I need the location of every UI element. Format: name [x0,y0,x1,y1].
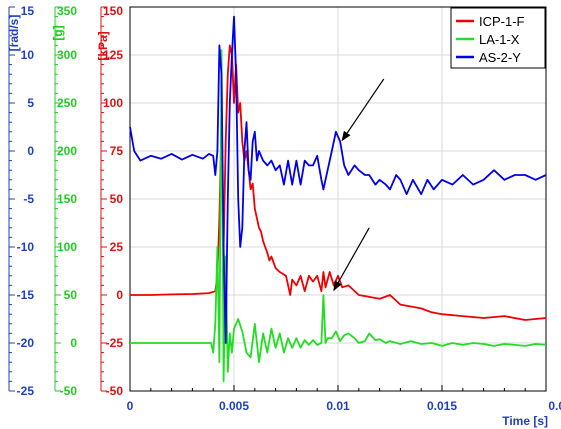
y-tick-label-g: 0 [70,336,77,350]
y-tick-label-g: 100 [57,240,77,254]
y-tick-label-kpa: 50 [110,192,124,206]
x-axis-label: Time [s] [502,414,548,428]
y-tick-label-kpa: -25 [106,336,124,350]
y-tick-label-rad: -20 [17,336,35,350]
series-line-icp-1-f [130,44,547,321]
x-tick-label: 0.005 [219,399,249,413]
annotation-arrow [333,227,370,292]
legend: ICP-1-F LA-1-X AS-2-Y [450,7,546,69]
y-tick-label-rad: -25 [17,384,35,398]
y-tick-label-g: 200 [57,144,77,158]
y-tick-label-kpa: 25 [110,240,124,254]
legend-label-icp-1-f: ICP-1-F [479,14,525,29]
y-tick-label-kpa: 75 [110,144,124,158]
y-tick-label-g: 250 [57,96,77,110]
x-tick-label: 0.01 [326,399,350,413]
axes: -25-20-15-10-5051015[rad/s]-500501001502… [7,4,561,428]
y-tick-label-kpa: -50 [106,384,124,398]
series-line-as-2-y [129,15,547,344]
y-tick-label-g: 300 [57,48,77,62]
y-tick-label-kpa: 0 [116,288,123,302]
y-axis-label-kpa: [kPa] [96,31,110,60]
x-tick-label: 0 [127,399,134,413]
y-axis-label-g: [g] [51,25,65,40]
y-tick-label-kpa: 125 [103,48,123,62]
y-tick-label-g: 150 [57,192,77,206]
y-tick-label-rad: 0 [27,144,34,158]
annotations [333,78,385,292]
series-layer [129,15,547,383]
y-tick-label-rad: -15 [17,288,35,302]
y-axis-label-rad: [rad/s] [7,15,21,52]
x-tick-label: 0.015 [427,399,457,413]
y-tick-label-rad: -10 [17,240,35,254]
legend-label-la-1-x: LA-1-X [479,32,520,47]
x-tick-label: 0.02 [548,399,561,413]
y-tick-label-g: 350 [57,4,77,18]
y-tick-label-rad: 10 [21,48,35,62]
legend-label-as-2-y: AS-2-Y [479,50,521,65]
y-tick-label-g: 50 [64,288,78,302]
annotation-arrow [341,78,385,142]
y-tick-label-kpa: 100 [103,96,123,110]
y-tick-label-rad: 15 [21,4,35,18]
y-tick-label-kpa: 150 [103,4,123,18]
y-tick-label-g: -50 [60,384,78,398]
y-tick-label-rad: 5 [27,96,34,110]
y-tick-label-rad: -5 [23,192,34,206]
